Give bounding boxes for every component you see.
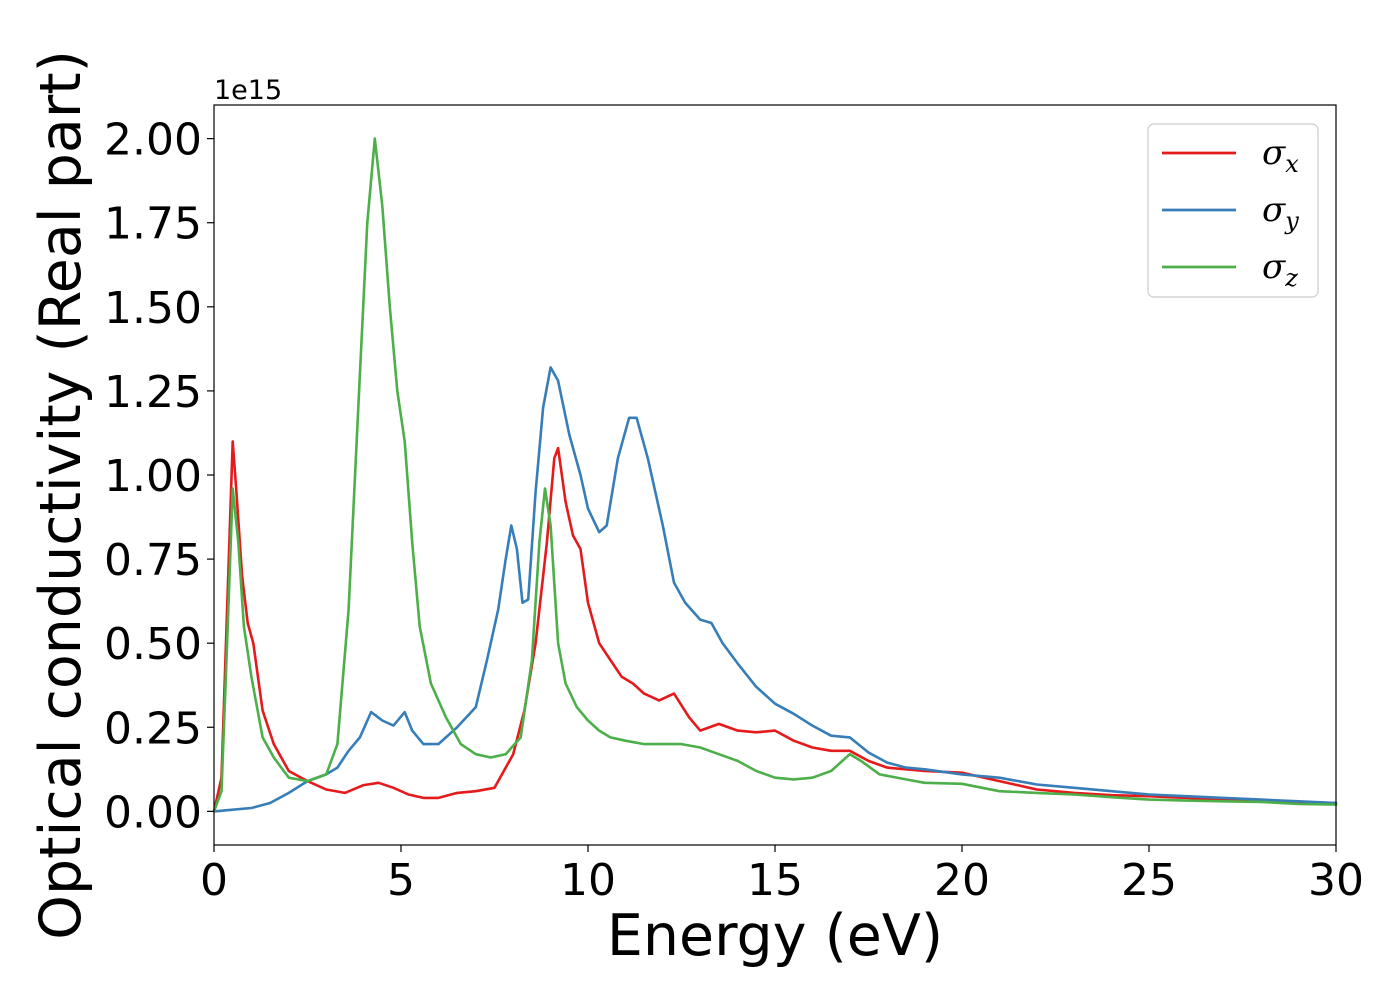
legend-label-x: σx [1262, 133, 1299, 178]
y-tick-label: 1.00 [104, 451, 202, 502]
y-axis-title: Optical conductivity (Real part) [28, 50, 94, 940]
series-line-y [212, 366, 1338, 813]
x-tick-label: 30 [1308, 855, 1364, 906]
y-tick-label: 1.50 [104, 283, 202, 334]
y-tick-label: 0.25 [104, 703, 202, 754]
legend: σx σy σz [1147, 123, 1319, 298]
y-tick-label: 2.00 [104, 115, 202, 166]
y-tick-label: 1.75 [104, 199, 202, 250]
legend-label-z: σz [1262, 247, 1298, 292]
y-tick-label: 0.75 [104, 535, 202, 586]
y-tick-label: 0.00 [104, 787, 202, 838]
series-line-x [212, 440, 1338, 813]
x-axis: 0 5 10 15 20 25 30 [200, 845, 1364, 906]
x-tick-label: 10 [560, 855, 616, 906]
x-tick-label: 25 [1121, 855, 1177, 906]
y-axis-offset-label: 1e15 [214, 75, 282, 106]
legend-label-y: σy [1262, 190, 1299, 235]
series-line-z [212, 137, 1338, 813]
x-tick-label: 5 [387, 855, 415, 906]
y-axis: 0.00 0.25 0.50 0.75 1.00 1.25 1.50 1.75 2.00 [104, 115, 214, 838]
y-tick-label: 0.50 [104, 619, 202, 670]
x-tick-label: 20 [934, 855, 990, 906]
series-layer [212, 137, 1338, 813]
x-tick-label: 15 [747, 855, 803, 906]
y-tick-label: 1.25 [104, 367, 202, 418]
x-axis-title: Energy (eV) [607, 903, 943, 969]
x-tick-label: 0 [200, 855, 228, 906]
